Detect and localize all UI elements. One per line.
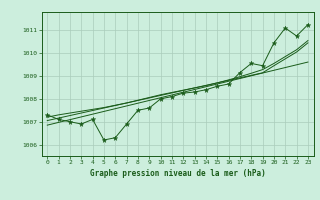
- X-axis label: Graphe pression niveau de la mer (hPa): Graphe pression niveau de la mer (hPa): [90, 169, 266, 178]
